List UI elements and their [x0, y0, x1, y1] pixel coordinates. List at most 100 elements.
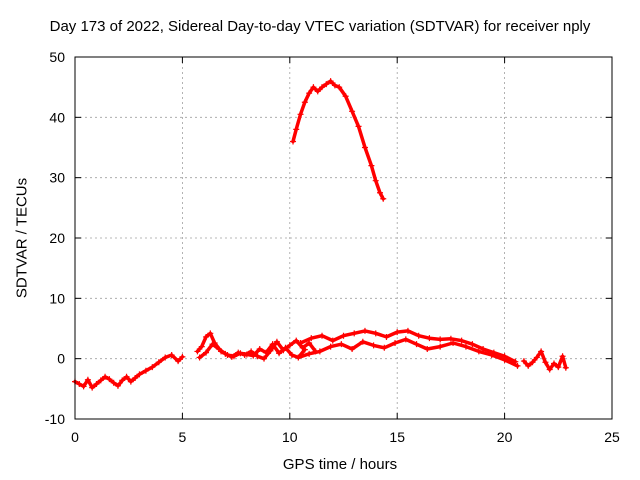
- data-point: [551, 360, 558, 367]
- data-point: [179, 353, 186, 360]
- y-tick-label: 30: [49, 170, 65, 186]
- data-point: [286, 342, 293, 349]
- x-tick-label: 10: [282, 429, 298, 445]
- data-point: [469, 341, 476, 348]
- y-tick-label: 10: [49, 290, 65, 306]
- data-point: [132, 374, 139, 381]
- data-point: [228, 353, 235, 360]
- data-point: [514, 362, 521, 369]
- data-point: [76, 381, 83, 388]
- data-point: [316, 348, 323, 355]
- y-tick-label: 20: [49, 230, 65, 246]
- data-point: [394, 329, 401, 336]
- data-point: [340, 332, 347, 339]
- data-point: [447, 335, 454, 342]
- y-axis-label: SDTVAR / TECUs: [13, 177, 31, 299]
- data-point: [415, 332, 422, 339]
- data-point: [209, 341, 216, 348]
- data-point: [404, 327, 411, 334]
- data-point: [97, 377, 104, 384]
- data-point: [372, 330, 379, 337]
- data-point: [293, 337, 300, 344]
- data-point: [175, 358, 182, 365]
- data-point: [114, 382, 121, 389]
- data-point: [402, 336, 409, 343]
- data-point: [194, 348, 201, 355]
- data-point: [424, 346, 431, 353]
- data-point: [280, 347, 287, 354]
- data-point: [198, 343, 205, 350]
- data-point: [501, 356, 508, 363]
- data-point: [248, 348, 255, 355]
- data-point: [306, 90, 313, 97]
- data-point: [89, 384, 96, 391]
- data-point: [254, 353, 261, 360]
- data-point: [370, 342, 377, 349]
- data-point: [361, 144, 368, 151]
- data-point: [288, 352, 295, 359]
- data-point: [235, 349, 242, 356]
- data-point: [84, 376, 91, 383]
- data-point: [546, 366, 553, 373]
- data-point: [203, 349, 210, 356]
- data-point: [351, 330, 358, 337]
- data-point: [119, 377, 126, 384]
- data-point: [222, 350, 229, 357]
- data-point: [256, 346, 263, 353]
- y-tick-label: 0: [57, 351, 65, 367]
- data-point: [267, 347, 274, 354]
- data-point: [336, 84, 343, 91]
- y-tick-label: -10: [45, 411, 65, 427]
- data-point: [319, 332, 326, 339]
- data-point: [462, 343, 469, 350]
- data-point: [533, 354, 540, 361]
- data-point: [314, 88, 321, 95]
- data-point: [327, 343, 334, 350]
- x-tick-label: 20: [497, 429, 513, 445]
- x-tick-label: 15: [389, 429, 405, 445]
- x-axis-label: GPS time / hours: [282, 456, 398, 473]
- data-point: [562, 364, 569, 371]
- chart-title: Day 173 of 2022, Sidereal Day-to-day VTE…: [49, 18, 591, 35]
- data-point: [488, 352, 495, 359]
- data-point: [295, 354, 302, 361]
- data-point: [127, 378, 134, 385]
- x-tick-label: 25: [604, 429, 620, 445]
- data-point: [80, 383, 87, 390]
- data-point: [276, 350, 283, 357]
- data-point: [310, 84, 317, 91]
- data-point: [380, 195, 387, 202]
- data-point: [372, 177, 379, 184]
- y-tick-label: 40: [49, 109, 65, 125]
- data-point: [359, 338, 366, 345]
- data-point: [241, 352, 248, 359]
- data-point: [349, 346, 356, 353]
- data-point: [323, 81, 330, 88]
- data-point: [142, 367, 149, 374]
- data-point: [168, 352, 175, 359]
- data-point: [299, 344, 306, 351]
- data-point: [538, 348, 545, 355]
- data-point: [215, 346, 222, 353]
- data-point: [331, 82, 338, 89]
- data-point: [297, 339, 304, 346]
- data-point: [342, 93, 349, 100]
- data-point: [319, 84, 326, 91]
- data-point: [349, 108, 356, 115]
- data-point: [329, 337, 336, 344]
- series-trace-track-late-b: [296, 337, 520, 368]
- data-point: [383, 333, 390, 340]
- data-point: [308, 335, 315, 342]
- data-point: [106, 376, 113, 383]
- data-point: [297, 111, 304, 118]
- data-point: [155, 359, 162, 366]
- data-point: [555, 364, 562, 371]
- data-point: [413, 341, 420, 348]
- data-point: [293, 126, 300, 133]
- series-trace-track-high-arc: [291, 79, 385, 201]
- data-point: [559, 353, 566, 360]
- data-point: [110, 379, 117, 386]
- data-point: [102, 373, 109, 380]
- data-point: [93, 381, 100, 388]
